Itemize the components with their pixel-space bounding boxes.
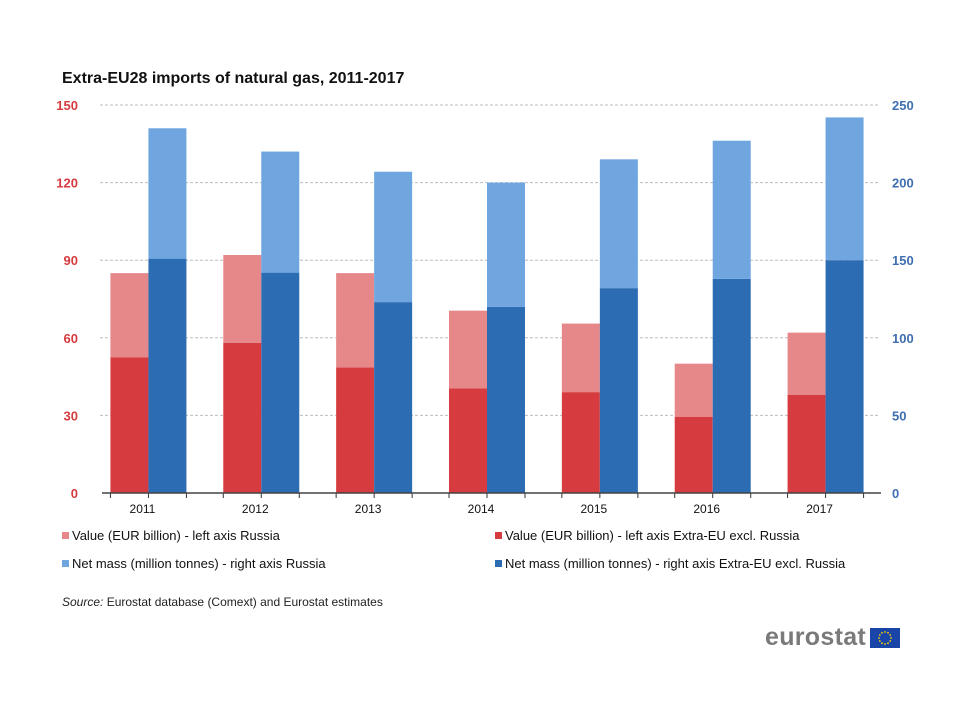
eurostat-logo: eurostat: [765, 623, 901, 652]
bar-mass-2017: [825, 260, 864, 493]
bar-mass-2012: [261, 151, 300, 273]
bar-value-2016: [674, 416, 713, 493]
chart-title: Extra-EU28 imports of natural gas, 2011-…: [62, 70, 405, 87]
legend-label: Net mass (million tonnes) - right axis E…: [505, 556, 846, 571]
bar-value-2015: [561, 392, 600, 493]
bar-mass-2011: [148, 258, 187, 493]
bar-mass-2014: [487, 306, 525, 493]
legend-item-value-russia: Value (EUR billion) - left axis Russia: [62, 528, 280, 543]
legend-swatch: [62, 532, 69, 539]
bar-mass-2013: [374, 171, 413, 303]
bar-mass-2013: [374, 302, 413, 493]
bar-mass-2015: [599, 288, 638, 493]
left-tick-label: 90: [64, 253, 78, 268]
right-tick-label: 0: [892, 486, 899, 501]
x-tick-label: 2016: [693, 502, 720, 516]
bar-value-2015: [561, 323, 600, 393]
bar-value-2013: [336, 273, 375, 368]
bar-mass-2011: [148, 128, 187, 259]
bar-mass-2017: [825, 117, 864, 261]
bar-value-2012: [223, 342, 262, 493]
source-label: Source:: [62, 595, 104, 609]
legend-label: Net mass (million tonnes) - right axis R…: [72, 556, 326, 571]
legend-item-mass-extra-eu: Net mass (million tonnes) - right axis E…: [495, 556, 845, 571]
legend-label: Value (EUR billion) - left axis Extra-EU…: [505, 528, 800, 543]
x-tick-label: 2014: [468, 502, 495, 516]
legend-swatch: [62, 560, 69, 567]
x-tick-label: 2017: [806, 502, 833, 516]
legend-swatch: [495, 560, 502, 567]
legend-item-value-extra-eu: Value (EUR billion) - left axis Extra-EU…: [495, 528, 800, 543]
x-tick-label: 2012: [242, 502, 269, 516]
left-tick-label: 60: [64, 331, 78, 346]
bar-value-2012: [223, 255, 262, 343]
right-tick-label: 250: [892, 98, 914, 113]
logo-text: eurostat: [765, 623, 867, 651]
bar-mass-2016: [712, 140, 751, 279]
right-tick-label: 50: [892, 408, 906, 423]
axes: 0 30 60 90 120 150 0 50 100 150 200 250 2011 2012 2013…: [56, 98, 913, 516]
bar-value-2011: [110, 273, 149, 358]
right-tick-label: 200: [892, 176, 914, 191]
bar-value-2013: [336, 367, 375, 493]
left-tick-label: 150: [56, 98, 78, 113]
right-tick-label: 100: [892, 331, 914, 346]
bar-value-2014: [449, 388, 487, 493]
x-tick-label: 2015: [581, 502, 608, 516]
bar-value-2016: [674, 363, 713, 417]
left-tick-label: 0: [71, 486, 78, 501]
legend-item-mass-russia: Net mass (million tonnes) - right axis R…: [62, 556, 326, 571]
bar-value-2011: [110, 357, 149, 493]
bar-mass-2016: [712, 278, 751, 493]
eu-flag-icon: [870, 627, 901, 648]
source-text: Eurostat database (Comext) and Eurostat …: [106, 595, 383, 609]
x-tick-label: 2011: [130, 502, 156, 516]
bar-value-2017: [787, 394, 826, 493]
left-tick-label: 120: [56, 176, 78, 191]
x-tick-label: 2013: [355, 502, 382, 516]
right-tick-label: 150: [892, 253, 914, 268]
legend-label: Value (EUR billion) - left axis Russia: [72, 528, 280, 543]
bar-mass-2012: [261, 272, 300, 493]
bar-value-2017: [787, 332, 826, 395]
bars: [110, 117, 864, 493]
left-tick-label: 30: [64, 408, 78, 423]
bar-value-2014: [449, 310, 487, 389]
bar-mass-2014: [487, 182, 525, 307]
legend-swatch: [495, 532, 502, 539]
bar-mass-2015: [599, 159, 638, 289]
source-note: Source: Eurostat database (Comext) and E…: [62, 595, 383, 609]
